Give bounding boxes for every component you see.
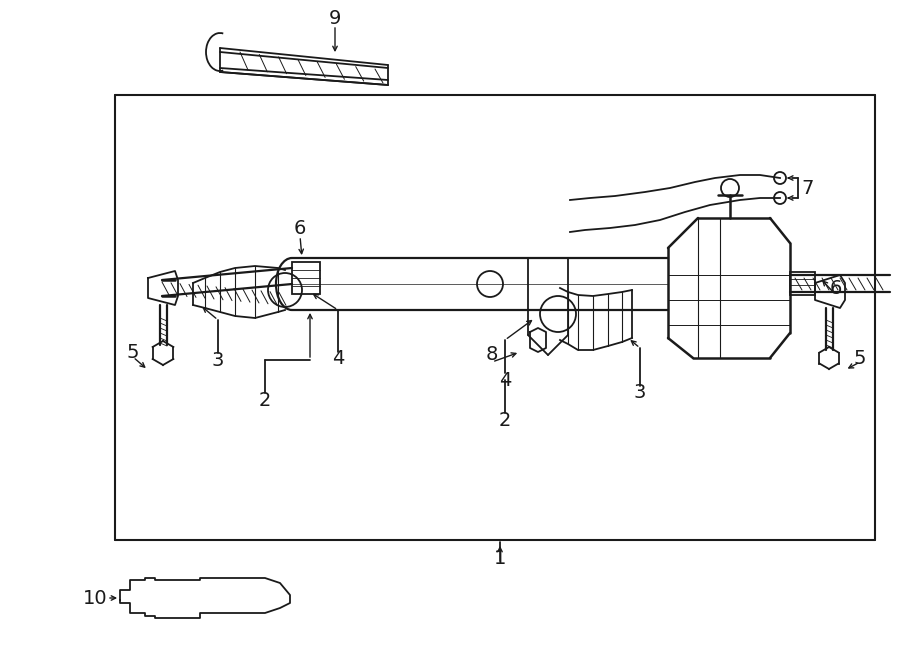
Text: 6: 6 — [830, 278, 842, 297]
Text: 6: 6 — [293, 219, 306, 237]
Text: 4: 4 — [499, 371, 511, 389]
Text: 4: 4 — [332, 348, 344, 368]
Text: 7: 7 — [802, 178, 814, 198]
Bar — [790, 272, 815, 295]
Text: 2: 2 — [499, 410, 511, 430]
Text: 3: 3 — [634, 383, 646, 403]
Text: 2: 2 — [259, 391, 271, 410]
Text: 5: 5 — [127, 344, 140, 362]
Bar — [292, 262, 320, 294]
Text: 3: 3 — [212, 350, 224, 369]
Text: 8: 8 — [486, 346, 499, 364]
Text: 1: 1 — [494, 549, 506, 568]
Text: 5: 5 — [854, 348, 866, 368]
Text: 10: 10 — [83, 588, 107, 607]
Text: 9: 9 — [328, 9, 341, 28]
